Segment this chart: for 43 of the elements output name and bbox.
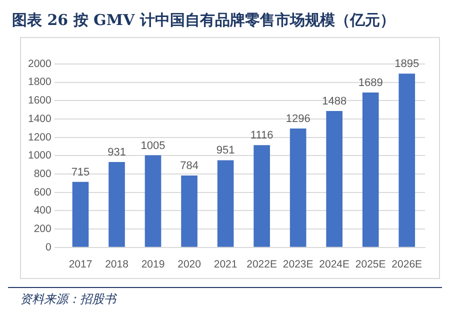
- x-tick-label: 2024E: [319, 258, 350, 271]
- x-tick-label: 2026E: [392, 258, 422, 271]
- y-tick-label: 400: [34, 204, 52, 217]
- x-tick-label: 2020: [178, 258, 202, 271]
- data-label: 1895: [394, 58, 420, 70]
- x-tick-label: 2017: [68, 258, 92, 271]
- y-tick-label: 2000: [28, 58, 52, 70]
- data-label: 1488: [322, 95, 347, 108]
- y-tick-label: 1200: [28, 131, 52, 144]
- bar: [72, 182, 89, 247]
- bar: [254, 145, 270, 247]
- x-tick-label: 2018: [105, 258, 129, 271]
- bar: [398, 74, 416, 247]
- x-tick-label: 2021: [214, 258, 238, 271]
- x-tick-label: 2019: [141, 258, 165, 271]
- data-label: 1689: [358, 77, 383, 90]
- y-tick-label: 0: [46, 241, 52, 254]
- text: 资料来源：招股书: [19, 291, 118, 308]
- chart-title: 图表 26 按 GMV 计中国自有品牌零售市场规模（亿元）: [11, 10, 396, 31]
- bar: [108, 162, 125, 247]
- data-label: 1116: [250, 130, 274, 142]
- x-tick-label: 2022E: [246, 258, 277, 271]
- data-label: 951: [216, 144, 235, 157]
- bar: [290, 128, 306, 247]
- x-tick-label: 2023E: [282, 258, 314, 271]
- bar: [144, 155, 162, 247]
- y-tick-label: 1800: [28, 76, 52, 88]
- bar: [217, 160, 234, 247]
- bar: [181, 176, 198, 247]
- y-tick-label: 800: [34, 168, 52, 180]
- data-label: 784: [180, 160, 198, 172]
- data-label: 1005: [140, 140, 166, 152]
- bar: [362, 92, 379, 247]
- y-tick-label: 1600: [28, 94, 52, 107]
- data-label: 931: [108, 146, 126, 159]
- y-tick-label: 600: [34, 186, 52, 198]
- data-label: 1296: [286, 113, 310, 126]
- bar: [326, 110, 342, 247]
- y-tick-label: 200: [34, 222, 52, 235]
- y-tick-label: 1400: [28, 112, 52, 125]
- x-tick-label: 2025E: [355, 258, 386, 271]
- y-tick-label: 1000: [28, 150, 52, 162]
- data-label: 715: [71, 166, 90, 178]
